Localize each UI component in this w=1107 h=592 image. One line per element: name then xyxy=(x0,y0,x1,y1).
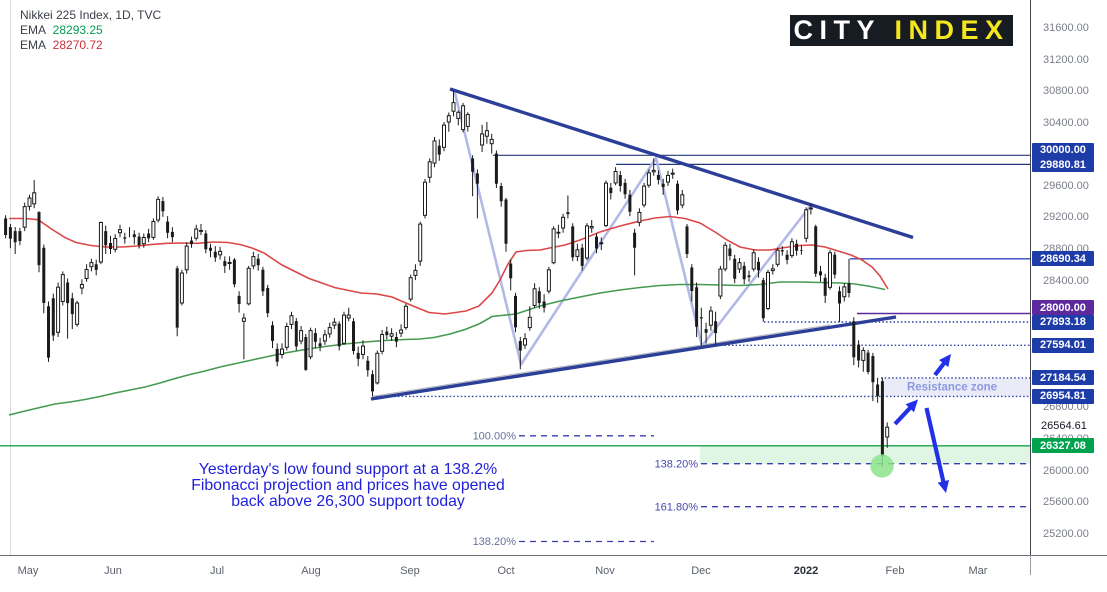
svg-text:100.00%: 100.00% xyxy=(473,431,517,443)
svg-text:back above 26,300 support toda: back above 26,300 support today xyxy=(231,493,465,510)
svg-text:Fibonacci projection and price: Fibonacci projection and prices have ope… xyxy=(191,477,505,494)
svg-text:138.20%: 138.20% xyxy=(655,459,699,471)
svg-text:161.80%: 161.80% xyxy=(655,502,699,514)
svg-text:138.20%: 138.20% xyxy=(473,536,517,548)
svg-text:Yesterday's low found support: Yesterday's low found support at a 138.2… xyxy=(199,461,497,478)
svg-text:Resistance zone: Resistance zone xyxy=(907,382,997,394)
